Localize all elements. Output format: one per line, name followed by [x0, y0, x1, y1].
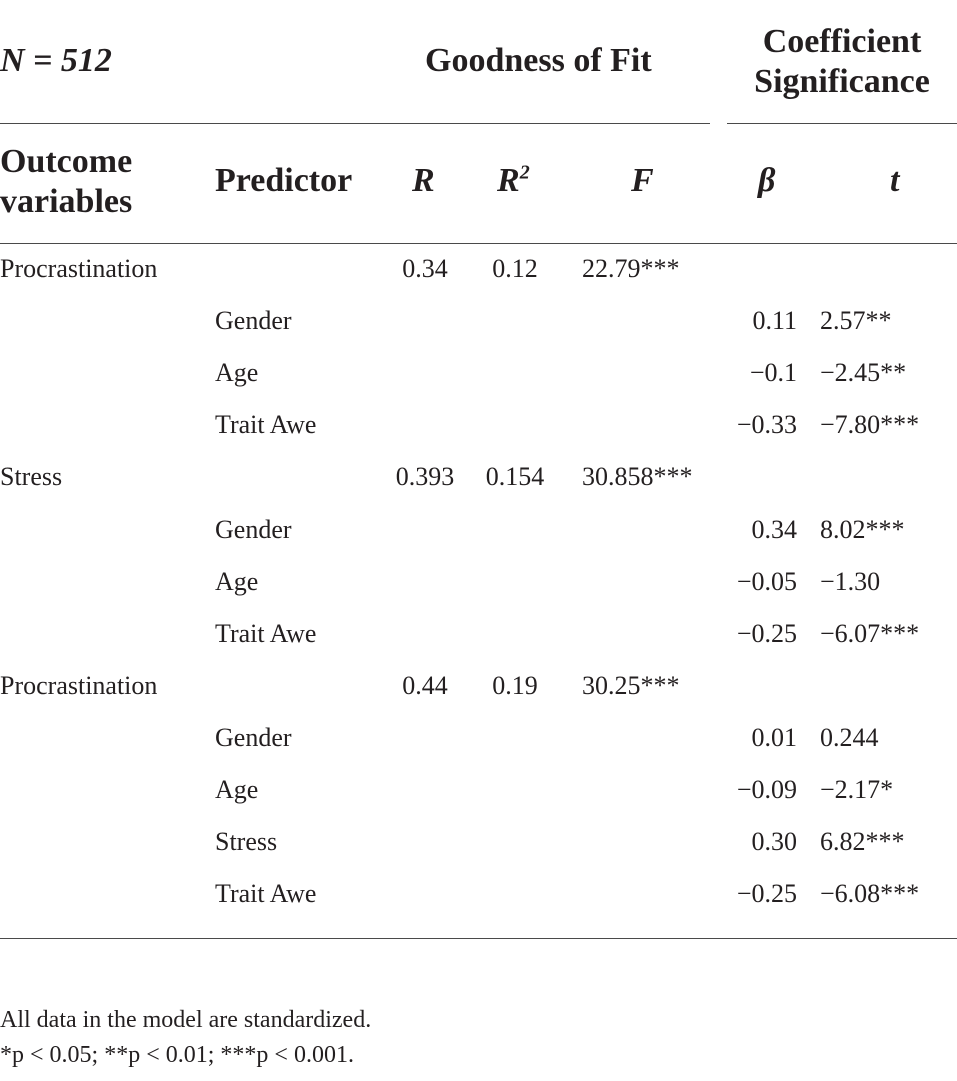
- beta-cell: 0.11: [752, 306, 797, 335]
- outcome-cell: Procrastination: [0, 254, 158, 283]
- r-squared-header: R2: [497, 162, 530, 200]
- predictor-cell: Age: [215, 775, 259, 804]
- t-header: t: [890, 162, 900, 199]
- table-note: All data in the model are standardized.: [0, 1007, 372, 1033]
- outcome-header-line1: Outcome: [0, 143, 133, 180]
- beta-cell: −0.25: [736, 619, 797, 648]
- t-cell: 6.82***: [820, 827, 905, 856]
- t-cell: −1.30: [820, 567, 881, 596]
- predictor-header: Predictor: [215, 162, 353, 199]
- predictor-cell: Trait Awe: [215, 619, 317, 648]
- t-cell: 8.02***: [820, 515, 905, 544]
- outcome-variables-header: Outcome variables: [0, 142, 132, 222]
- coefficient-header-line2: Significance: [754, 63, 930, 100]
- r-header: R: [412, 162, 435, 199]
- f-cell: 22.79***: [582, 254, 680, 283]
- predictor-cell: Stress: [215, 827, 278, 856]
- beta-cell: −0.05: [736, 567, 797, 596]
- sample-size-label: N = 512: [0, 42, 112, 79]
- predictor-cell: Gender: [215, 723, 292, 752]
- predictor-cell: Trait Awe: [215, 410, 317, 439]
- beta-cell: 0.30: [751, 827, 798, 856]
- goodness-of-fit-header: Goodness of Fit: [425, 42, 652, 79]
- t-cell: 0.244: [820, 723, 879, 752]
- r-cell: 0.393: [395, 462, 455, 491]
- outcome-cell: Stress: [0, 462, 63, 491]
- header-bottom-rule: [0, 243, 957, 244]
- r-cell: 0.34: [402, 254, 448, 283]
- coefficient-header-line1: Coefficient: [762, 23, 922, 60]
- f-cell: 30.858***: [582, 462, 693, 491]
- outcome-cell: Procrastination: [0, 671, 158, 700]
- goodness-of-fit-rule: [0, 123, 710, 124]
- predictor-cell: Age: [215, 358, 259, 387]
- significance-note: *p < 0.05; **p < 0.01; ***p < 0.001.: [0, 1042, 354, 1068]
- t-cell: −6.08***: [820, 879, 920, 908]
- coefficient-rule: [727, 123, 957, 124]
- r-squared-cell: 0.12: [492, 254, 538, 283]
- t-cell: −2.17*: [820, 775, 894, 804]
- beta-cell: 0.34: [751, 515, 798, 544]
- beta-cell: −0.1: [749, 358, 797, 387]
- table-bottom-rule: [0, 938, 957, 939]
- outcome-header-line2: variables: [0, 183, 133, 220]
- beta-header: β: [758, 162, 776, 199]
- r-squared-cell: 0.154: [485, 462, 545, 491]
- coefficient-significance-header: Coefficient Significance: [727, 22, 957, 102]
- r-squared-base: R: [497, 162, 520, 199]
- beta-cell: 0.01: [751, 723, 798, 752]
- predictor-cell: Trait Awe: [215, 879, 317, 908]
- t-cell: −6.07***: [820, 619, 920, 648]
- t-cell: −2.45**: [820, 358, 907, 387]
- r-squared-cell: 0.19: [492, 671, 538, 700]
- t-cell: 2.57**: [820, 306, 892, 335]
- predictor-cell: Gender: [215, 515, 292, 544]
- f-cell: 30.25***: [582, 671, 680, 700]
- beta-cell: −0.25: [736, 879, 797, 908]
- t-cell: −7.80***: [820, 410, 920, 439]
- f-header: F: [631, 162, 654, 199]
- predictor-cell: Age: [215, 567, 259, 596]
- beta-cell: −0.09: [736, 775, 797, 804]
- beta-cell: −0.33: [736, 410, 797, 439]
- r-squared-superscript: 2: [519, 161, 530, 184]
- predictor-cell: Gender: [215, 306, 292, 335]
- r-cell: 0.44: [402, 671, 448, 700]
